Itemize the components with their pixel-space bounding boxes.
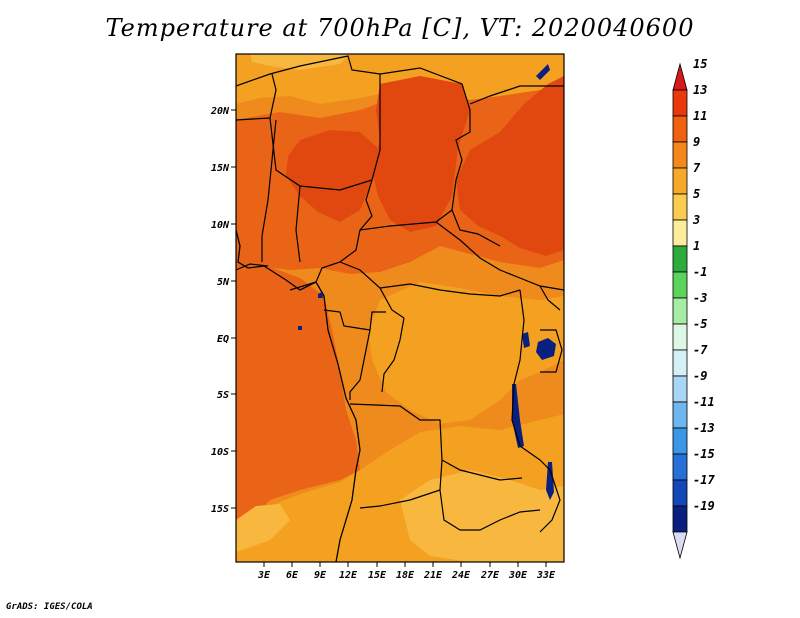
colorbar-swatch [672, 297, 688, 325]
colorbar-swatch [672, 349, 688, 377]
lake-kivu-albert [522, 332, 530, 348]
field-congo-light [368, 282, 564, 424]
lat-label: 10N [211, 220, 230, 231]
colorbar-label: -3 [693, 291, 707, 305]
field-north-light-2 [250, 54, 350, 70]
lon-label: 33E [536, 570, 556, 581]
colorbar-label: -19 [693, 499, 715, 513]
colorbar-swatch [672, 323, 688, 351]
island-sao-tome [298, 326, 302, 330]
colorbar-label: 15 [693, 57, 707, 71]
lon-labels: 3E 6E 9E 12E 15E 18E 21E 24E 27E 30E 33E [257, 570, 556, 581]
colorbar-swatch [672, 479, 688, 507]
lat-label: 15S [211, 504, 229, 515]
lat-labels: 20N 15N 10N 5N EQ 5S 10S 15S [210, 106, 230, 515]
chart-title: Temperature at 700hPa [C], VT: 202004060… [105, 14, 695, 42]
lon-label: 21E [423, 570, 443, 581]
colorbar-label: 7 [693, 161, 701, 175]
coastline [236, 229, 361, 562]
colorbar-label: -17 [693, 473, 715, 487]
colorbar-swatch [672, 141, 688, 169]
lon-label: 12E [339, 570, 358, 581]
island-bioko [318, 292, 323, 298]
colorbar-swatch [672, 427, 688, 455]
red-sea-tip [536, 64, 550, 80]
colorbar-swatch [672, 115, 688, 143]
colorbar-label: 11 [693, 109, 707, 123]
colorbar-swatch [672, 453, 688, 481]
field-core-west [286, 130, 380, 222]
credit-text: GrADS: IGES/COLA [6, 602, 93, 612]
colorbar-label: -9 [693, 369, 707, 383]
colorbar-label: -5 [693, 317, 707, 331]
lat-label: 5S [217, 390, 229, 401]
colorbar-label: -13 [693, 421, 715, 435]
lake-victoria [536, 338, 556, 360]
ticks [231, 109, 547, 567]
colorbar-swatch [672, 167, 688, 195]
temperature-field [236, 54, 564, 562]
lake-malawi [546, 462, 554, 500]
colorbar-label: -1 [693, 265, 707, 279]
colorbar-label: 13 [693, 83, 707, 97]
colorbar-swatch [672, 193, 688, 221]
colorbar-swatch [672, 375, 688, 403]
colorbar: 15 13 11 9 7 5 3 1 -1 -3 -5 -7 -9 -11 -13 -15 -17 -19 [672, 57, 715, 560]
lat-label: 20N [210, 106, 230, 117]
field-sw-lightest [236, 504, 290, 552]
colorbar-label: -7 [693, 343, 708, 357]
field-core-east [456, 76, 564, 256]
colorbar-swatch [672, 401, 688, 429]
colorbar-label: -11 [693, 395, 715, 409]
lat-label: 15N [211, 163, 230, 174]
lat-label: EQ [217, 334, 229, 345]
lon-label: 24E [451, 570, 471, 581]
field-core-center [372, 76, 470, 232]
colorbar-label: 3 [692, 213, 700, 227]
country-borders [236, 55, 564, 533]
colorbar-swatch [672, 219, 688, 247]
colorbar-top-arrow [672, 62, 688, 91]
lake-tanganyika [512, 384, 524, 448]
colorbar-label: 1 [693, 239, 700, 253]
colorbar-label: 9 [693, 135, 700, 149]
colorbar-label: -15 [693, 447, 715, 461]
lon-label: 30E [508, 570, 528, 581]
colorbar-swatch [672, 245, 688, 273]
lon-label: 6E [286, 570, 299, 581]
lon-label: 3E [257, 570, 271, 581]
lon-label: 27E [480, 570, 500, 581]
lat-label: 10S [211, 447, 229, 458]
colorbar-swatch [672, 505, 688, 533]
lat-label: 5N [217, 277, 230, 288]
lon-label: 18E [396, 570, 415, 581]
colorbar-bottom-arrow [672, 531, 688, 560]
colorbar-swatch [672, 89, 688, 117]
colorbar-label: 5 [693, 187, 700, 201]
map-frame [235, 53, 565, 563]
lon-label: 9E [314, 570, 327, 581]
lon-label: 15E [368, 570, 387, 581]
colorbar-swatch [672, 271, 688, 299]
